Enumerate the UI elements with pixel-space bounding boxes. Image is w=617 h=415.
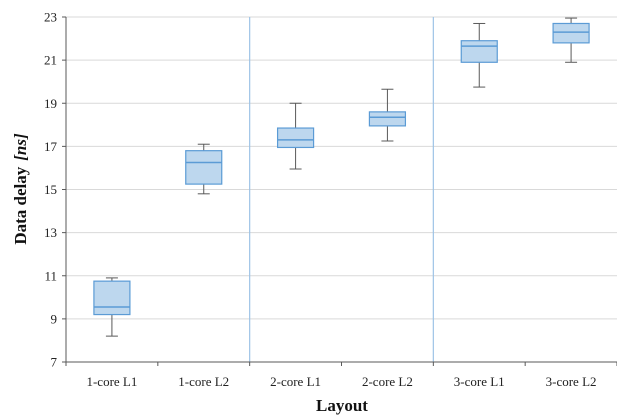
y-tick-label: 11 [44,268,57,283]
y-tick-label: 19 [44,96,57,111]
axes [62,16,617,366]
x-axis-title: Layout [316,396,368,415]
iqr-box [185,150,223,185]
y-axis-title-unit: [ns] [11,133,30,161]
iqr-box [552,22,590,44]
y-tick-label: 15 [44,182,57,197]
y-tick-label: 9 [51,311,58,326]
y-tick-label: 13 [44,225,57,240]
box-2-core-l2 [368,88,407,142]
y-axis-title-main: Data delay [11,166,30,244]
box-1-core-l1 [93,277,131,337]
y-tick-label: 7 [51,355,58,370]
x-tick-labels: 1-core L1 1-core L2 2-core L1 2-core L2 3-co… [86,374,596,389]
x-tick-label: 1-core L1 [86,374,137,389]
box-3-core-l2 [552,17,590,63]
box-1-core-l2 [185,143,223,195]
x-tick-label: 1-core L2 [178,374,229,389]
iqr-box [93,280,131,316]
x-tick-label: 2-core L1 [270,374,321,389]
box-3-core-l1 [460,22,498,88]
iqr-box [460,40,498,63]
y-tick-labels: 7 9 11 13 15 17 19 21 23 [44,10,58,370]
y-tick-label: 23 [44,10,57,25]
group-separators [249,17,434,362]
boxes [93,17,590,337]
y-tick-label: 17 [44,139,58,154]
grid-lines [66,16,617,363]
iqr-box [276,127,315,149]
x-tick-label: 3-core L1 [454,374,505,389]
y-axis-title: Data delay [ns] [11,133,30,245]
y-tick-label: 21 [44,53,57,68]
x-tick-label: 3-core L2 [546,374,597,389]
x-tick-label: 2-core L2 [362,374,413,389]
iqr-box [368,111,407,127]
box-2-core-l1 [276,102,315,170]
